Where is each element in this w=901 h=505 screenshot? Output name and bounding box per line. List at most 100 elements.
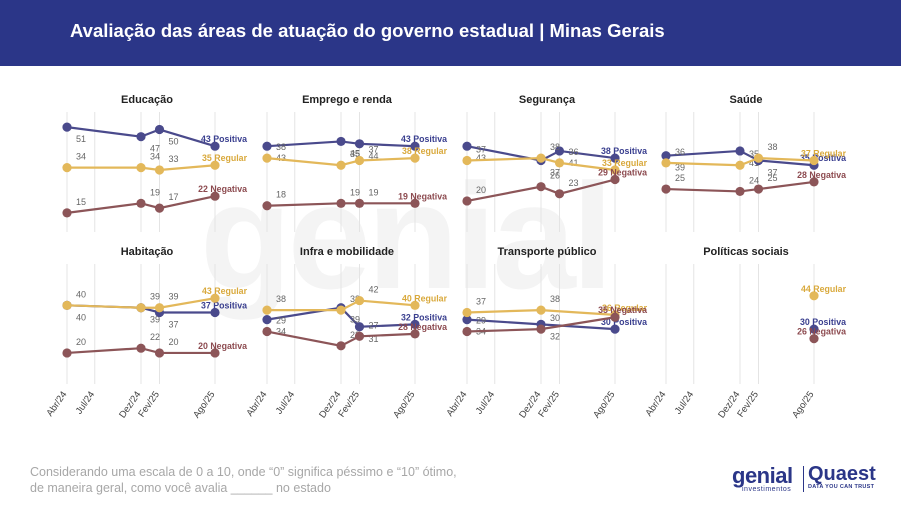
footnote-line-2: de maneira geral, como você avalia _____…	[30, 481, 331, 495]
data-point-negativa	[354, 198, 365, 208]
data-point-regular	[62, 163, 72, 173]
data-label: 39	[150, 315, 160, 325]
data-label: 38	[276, 142, 286, 152]
data-label: 38	[550, 294, 560, 304]
header-bar: Avaliação das áreas de atuação do govern…	[0, 0, 901, 66]
series-line-regular	[266, 156, 416, 167]
data-label: 51	[76, 134, 86, 144]
data-label: 34	[76, 152, 86, 162]
end-label-negativa: 35 Negativa	[598, 305, 647, 315]
end-label-positiva: 30 Positiva	[800, 317, 846, 327]
chart-panel-5: Habitação 40 39 37 37 Positiva 40 39 39 43 Regul…	[44, 246, 247, 420]
chart-title: Infra e mobilidade	[300, 246, 394, 258]
data-point-positiva	[410, 319, 420, 329]
data-point-regular	[536, 305, 546, 315]
end-label-negativa: 28 Negativa	[797, 170, 846, 180]
series-line-negativa	[266, 202, 415, 207]
chart-panel-2: Emprego e renda 43 45 44 43 Positiva 38 35 37 38…	[262, 94, 448, 232]
data-point-regular	[809, 155, 819, 166]
data-label: 35	[350, 149, 360, 159]
x-tick-label: Abr/24	[643, 389, 668, 418]
data-point-negativa	[410, 198, 420, 208]
footnote: Considerando uma escala de 0 a 10, onde …	[30, 464, 457, 496]
data-point-negativa	[610, 312, 620, 322]
end-label-negativa: 20 Negativa	[198, 341, 247, 351]
genial-logo: genial investimentos	[732, 463, 793, 493]
data-label: 23	[568, 178, 578, 188]
end-label-regular: 37 Regular	[801, 148, 847, 158]
series-line-positiva	[66, 126, 216, 148]
x-tick-label: Abr/24	[444, 389, 469, 418]
data-point-regular	[136, 303, 146, 313]
data-point-negativa	[354, 331, 365, 341]
chart-title: Segurança	[519, 94, 576, 106]
data-point-regular	[210, 160, 220, 170]
chart-title: Habitação	[121, 246, 174, 258]
data-point-negativa	[753, 184, 764, 194]
data-point-negativa	[410, 329, 420, 339]
quaest-logo-text: Quaest	[808, 463, 876, 485]
data-point-negativa	[809, 334, 819, 344]
data-point-regular	[410, 300, 420, 310]
data-label: 17	[168, 192, 178, 202]
data-point-negativa	[62, 208, 72, 218]
data-label: 15	[76, 197, 86, 207]
data-label: 37	[476, 296, 486, 306]
data-point-positiva	[354, 139, 365, 149]
data-label: 34	[276, 327, 286, 337]
data-point-negativa	[62, 348, 72, 358]
charts-grid: Educação 51 47 50 43 Positiva 34 34 33 35 Regula…	[44, 94, 847, 420]
data-label: 37	[767, 167, 777, 177]
data-point-positiva	[809, 324, 819, 334]
end-label-positiva: 43 Positiva	[201, 134, 247, 144]
series-line-negativa	[266, 330, 416, 347]
quaest-logo: Quaest DATA YOU CAN TRUST	[808, 463, 876, 490]
end-label-positiva: 30 Positiva	[601, 317, 647, 327]
end-label-negativa: 22 Negativa	[198, 184, 247, 194]
data-label: 38	[350, 294, 360, 304]
series-line-positiva	[665, 149, 815, 167]
data-point-positiva	[262, 315, 272, 325]
end-label-positiva: 43 Positiva	[401, 134, 447, 144]
data-point-negativa	[210, 191, 220, 201]
data-point-negativa	[262, 201, 272, 211]
x-tick-label: Ago/25	[591, 389, 617, 420]
data-point-negativa	[462, 196, 472, 206]
page-title: Avaliação das áreas de atuação do govern…	[70, 20, 665, 41]
chart-title: Saúde	[729, 94, 762, 106]
data-point-regular	[336, 160, 346, 170]
data-label: 30	[550, 313, 560, 323]
data-point-negativa	[536, 182, 546, 192]
data-point-regular	[462, 155, 472, 166]
series-line-negativa	[66, 195, 216, 214]
data-point-regular	[410, 153, 420, 163]
data-point-regular	[136, 163, 146, 173]
logo-divider	[803, 466, 804, 492]
data-point-regular	[753, 153, 764, 163]
data-point-positiva	[462, 315, 472, 325]
data-point-negativa	[136, 198, 146, 208]
data-point-positiva	[735, 146, 745, 156]
data-label: 35	[749, 149, 759, 159]
end-label-positiva: 38 Positiva	[601, 146, 647, 156]
data-label: 43	[276, 153, 286, 163]
data-label: 40	[76, 289, 86, 299]
end-label-regular: 38 Regular	[402, 146, 448, 156]
data-point-regular	[735, 160, 745, 170]
data-point-regular	[462, 307, 472, 318]
series-line-positiva	[266, 306, 416, 328]
data-point-regular	[354, 295, 365, 306]
chart-title: Políticas sociais	[703, 246, 789, 258]
data-point-negativa	[210, 348, 220, 358]
data-point-regular	[536, 153, 546, 163]
data-point-positiva	[354, 322, 365, 332]
x-tick-label: Jul/24	[274, 389, 298, 416]
data-label: 47	[150, 144, 160, 154]
data-label: 38	[767, 142, 777, 152]
chart-panel-1: Educação 51 47 50 43 Positiva 34 34 33 35 Regula…	[62, 94, 248, 232]
data-point-positiva	[210, 141, 220, 151]
data-point-regular	[661, 158, 671, 168]
data-label: 25	[767, 173, 777, 183]
data-label: 29	[476, 316, 486, 326]
data-label: 36	[568, 147, 578, 157]
